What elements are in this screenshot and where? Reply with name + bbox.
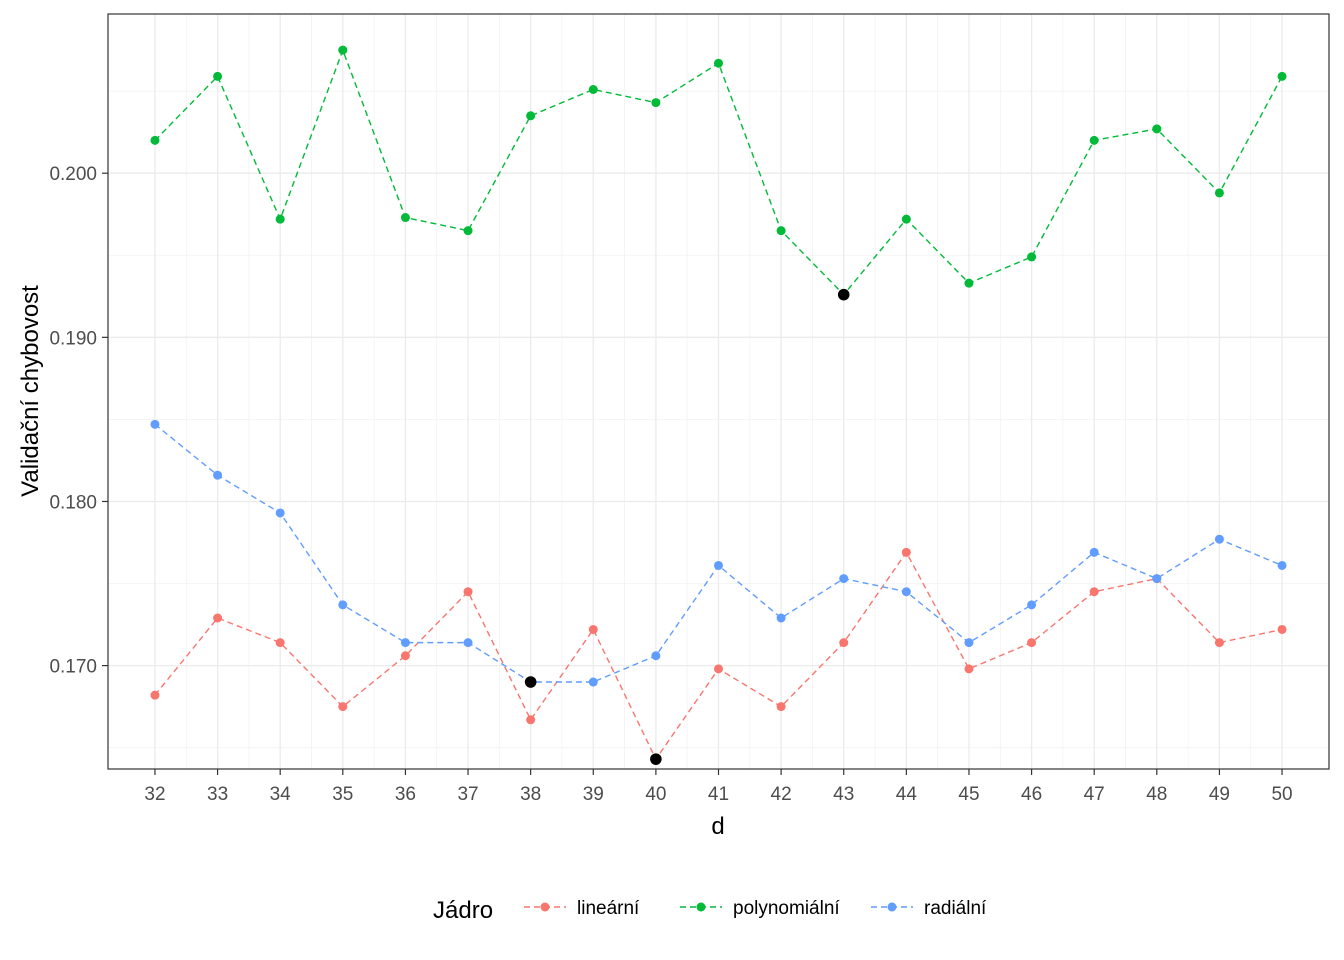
x-tick-label: 44 (896, 784, 918, 805)
data-point (1089, 587, 1099, 597)
x-tick-label: 39 (583, 784, 604, 805)
data-point (275, 214, 285, 224)
data-point (1089, 135, 1099, 145)
data-point (964, 664, 974, 674)
legend-item-radiální: radiální (871, 898, 987, 919)
data-point (901, 547, 911, 557)
data-point (1214, 534, 1224, 544)
axes: 32 33 34 35 36 37 38 39 40 41 42 43 44 45 46 47 48 49 50 0.… (49, 164, 1292, 805)
data-point (714, 560, 723, 570)
x-tick-label: 47 (1084, 784, 1105, 805)
data-point (150, 135, 160, 145)
data-point (776, 702, 786, 712)
x-tick-label: 50 (1271, 784, 1292, 805)
data-point (213, 470, 223, 480)
x-tick-label: 45 (958, 784, 979, 805)
data-point (1027, 600, 1037, 610)
x-tick-label: 42 (771, 784, 792, 805)
y-tick-label: 0.200 (49, 164, 97, 185)
data-point (1027, 252, 1037, 262)
data-point (338, 702, 348, 712)
x-tick-label: 40 (645, 784, 666, 805)
minimum-point (650, 753, 662, 765)
data-point (213, 613, 223, 623)
x-tick-label: 49 (1209, 784, 1230, 805)
legend-key-point (696, 902, 706, 912)
data-point (526, 715, 536, 725)
data-point (275, 508, 285, 518)
data-point (839, 638, 849, 648)
data-point (714, 58, 723, 68)
legend: Jádro lineární polynomiální radiální (433, 897, 987, 924)
data-point (400, 213, 410, 223)
data-point (714, 664, 723, 674)
data-point (213, 71, 223, 81)
data-point (338, 45, 348, 55)
data-point (964, 278, 974, 288)
x-tick-label: 35 (332, 784, 353, 805)
x-tick-label: 32 (144, 784, 165, 805)
data-point (1277, 560, 1287, 570)
data-point (526, 111, 536, 121)
minimum-point (524, 676, 537, 688)
data-point (150, 419, 160, 429)
minimum-point (837, 288, 850, 301)
data-point (463, 587, 473, 597)
legend-item-lineární: lineární (524, 898, 640, 919)
data-point (1277, 624, 1287, 634)
grid (108, 14, 1329, 769)
data-point (901, 587, 911, 597)
data-point (651, 98, 661, 108)
data-point (150, 690, 160, 700)
y-axis-title: Validační chybovost (17, 285, 44, 497)
y-tick-label: 0.190 (49, 328, 97, 349)
data-point (1027, 638, 1037, 648)
legend-label: lineární (577, 898, 640, 919)
x-tick-label: 34 (270, 784, 292, 805)
data-point (463, 226, 473, 236)
x-tick-label: 38 (520, 784, 541, 805)
data-point (1214, 188, 1224, 198)
legend-label: radiální (924, 898, 987, 919)
x-tick-label: 36 (395, 784, 416, 805)
data-point (1152, 124, 1162, 134)
data-point (839, 574, 849, 584)
legend-item-polynomiální: polynomiální (680, 898, 840, 919)
y-tick-label: 0.180 (49, 492, 97, 513)
data-point (964, 638, 974, 648)
x-tick-label: 41 (708, 784, 729, 805)
x-tick-label: 48 (1146, 784, 1167, 805)
legend-title: Jádro (433, 897, 493, 924)
x-tick-label: 46 (1021, 784, 1042, 805)
data-point (901, 214, 911, 224)
data-point (1152, 574, 1162, 584)
data-point (338, 600, 348, 610)
data-point (400, 651, 410, 661)
data-point (776, 613, 786, 623)
data-point (776, 226, 786, 236)
x-tick-label: 37 (457, 784, 478, 805)
data-point (651, 651, 661, 661)
data-point (588, 677, 598, 687)
x-axis-title: d (711, 813, 724, 840)
data-point (1214, 638, 1224, 648)
minima-markers (524, 288, 850, 765)
legend-key-point (540, 902, 550, 912)
x-tick-label: 43 (833, 784, 854, 805)
data-point (275, 638, 285, 648)
legend-label: polynomiální (733, 898, 840, 919)
series-polynomiální (150, 45, 1287, 300)
data-point (588, 85, 598, 94)
x-tick-label: 33 (207, 784, 228, 805)
data-point (588, 624, 598, 634)
data-point (1089, 547, 1099, 557)
data-point (400, 638, 410, 648)
y-tick-label: 0.170 (49, 657, 97, 678)
data-point (463, 638, 473, 648)
data-point (1277, 71, 1287, 81)
legend-key-point (887, 902, 897, 912)
